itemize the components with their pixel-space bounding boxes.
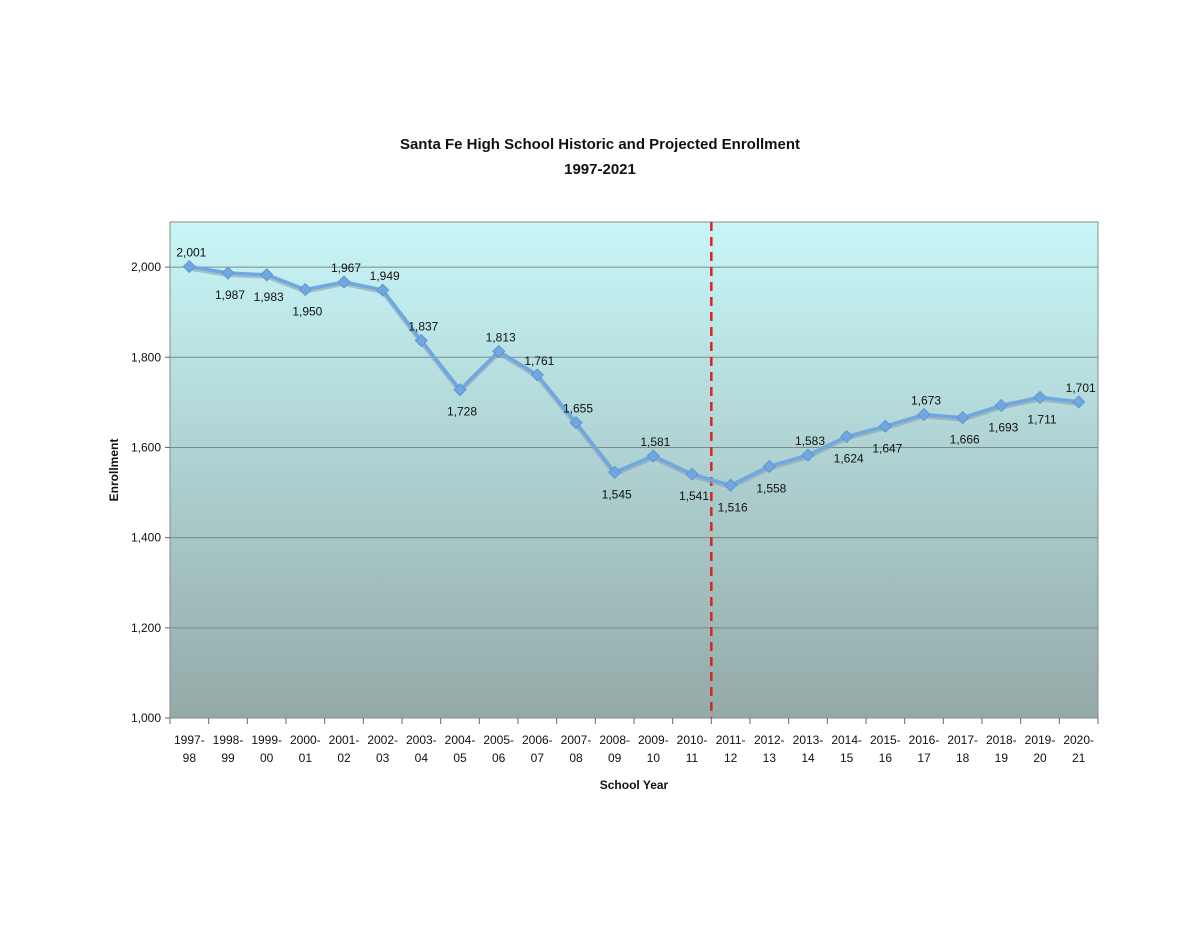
- data-label: 1,761: [524, 354, 554, 368]
- x-tick-label: 2012-13: [754, 733, 785, 765]
- data-point: [608, 465, 622, 479]
- x-tick-label: 2014-15: [831, 733, 862, 765]
- y-tick-label: 1,000: [131, 711, 161, 725]
- y-tick-label: 1,600: [131, 440, 161, 454]
- x-tick-label: 2016-17: [909, 733, 940, 765]
- x-tick-label: 2011-12: [716, 733, 746, 765]
- x-tick-label: 2008-09: [599, 733, 630, 765]
- x-tick-label: 2001-02: [329, 733, 360, 765]
- data-point: [221, 266, 235, 280]
- data-point: [917, 407, 931, 422]
- data-label: 1,728: [447, 405, 477, 419]
- data-point: [569, 416, 583, 430]
- data-label: 1,693: [988, 421, 1018, 435]
- data-label: 1,967: [331, 261, 361, 275]
- data-point: [453, 383, 467, 397]
- x-tick-label: 2010-11: [677, 733, 708, 765]
- chart-subtitle: 1997-2021: [564, 161, 636, 178]
- x-tick-label: 2017-18: [947, 733, 978, 765]
- data-point: [492, 344, 506, 358]
- x-tick-label: 2005-06: [483, 733, 514, 765]
- data-label: 1,983: [254, 290, 284, 304]
- data-point: [414, 334, 428, 348]
- data-label: 1,583: [795, 434, 825, 448]
- data-label: 1,581: [640, 435, 670, 449]
- data-point: [646, 449, 660, 463]
- data-label: 1,950: [292, 305, 322, 319]
- data-label: 1,624: [834, 452, 864, 466]
- data-point: [1072, 395, 1086, 409]
- x-axis-title: School Year: [600, 778, 669, 792]
- x-tick-label: 1999-00: [251, 733, 282, 765]
- x-tick-label: 2018-19: [986, 733, 1017, 765]
- x-tick-label: 2006-07: [522, 733, 553, 765]
- y-tick-label: 1,800: [131, 350, 161, 364]
- x-tick-label: 2009-10: [638, 733, 669, 765]
- plot-area: [169, 221, 1099, 719]
- data-point: [337, 275, 351, 289]
- x-tick-label: 2002-03: [367, 733, 398, 765]
- y-axis-ticks: 1,000 1,200 1,400 1,600 1,800 2,000: [131, 260, 170, 725]
- data-label: 1,545: [602, 487, 632, 501]
- data-point: [762, 459, 776, 473]
- x-tick-label: 2013-14: [793, 733, 824, 765]
- data-label: 2,001: [176, 246, 206, 260]
- data-point: [260, 268, 274, 282]
- data-point: [182, 260, 196, 274]
- data-label: 1,516: [718, 500, 748, 514]
- y-axis-title: Enrollment: [107, 439, 121, 502]
- y-tick-label: 1,200: [131, 621, 161, 635]
- data-label: 1,949: [370, 269, 400, 283]
- chart-title: Santa Fe High School Historic and Projec…: [400, 136, 800, 153]
- data-point: [801, 448, 815, 462]
- data-point: [376, 283, 390, 297]
- data-point: [685, 467, 699, 481]
- y-tick-label: 2,000: [131, 260, 161, 274]
- data-label: 1,701: [1066, 381, 1096, 395]
- enrollment-series: [182, 260, 1086, 492]
- series-line: [189, 264, 1079, 488]
- data-point: [724, 478, 738, 492]
- data-label: 1,666: [950, 433, 980, 447]
- x-tick-label: 2003-04: [406, 733, 437, 765]
- data-label: 1,987: [215, 288, 245, 302]
- data-label: 1,558: [756, 481, 786, 495]
- data-label: 1,647: [872, 441, 902, 455]
- data-point: [1033, 390, 1047, 404]
- data-label: 1,837: [408, 320, 438, 334]
- y-tick-label: 1,400: [131, 531, 161, 545]
- data-label: 1,673: [911, 394, 941, 408]
- data-point: [994, 398, 1008, 413]
- data-point: [878, 419, 892, 433]
- series-line-shadow: [188, 266, 1079, 490]
- x-tick-label: 2019-20: [1025, 733, 1056, 765]
- x-tick-label: 1997-98: [174, 733, 205, 765]
- data-label: 1,655: [563, 402, 593, 416]
- data-label: 1,541: [679, 489, 709, 503]
- data-point: [530, 368, 544, 382]
- x-tick-label: 2004-05: [445, 733, 476, 765]
- data-point: [840, 430, 854, 444]
- data-label: 1,813: [486, 330, 516, 344]
- data-point: [298, 283, 312, 297]
- x-tick-label: 1998-99: [213, 733, 244, 765]
- data-labels: 2,001 1,987 1,983 1,950 1,967 1,949 1,837 1,728…: [176, 246, 1096, 515]
- data-label: 1,711: [1027, 412, 1056, 426]
- data-point: [956, 411, 970, 425]
- x-tick-label: 2007-08: [561, 733, 592, 765]
- gridlines: [170, 266, 1098, 629]
- x-tick-label: 2000-01: [290, 733, 321, 765]
- x-tick-label: 2015-16: [870, 733, 901, 765]
- x-tick-label: 2020-21: [1063, 733, 1094, 765]
